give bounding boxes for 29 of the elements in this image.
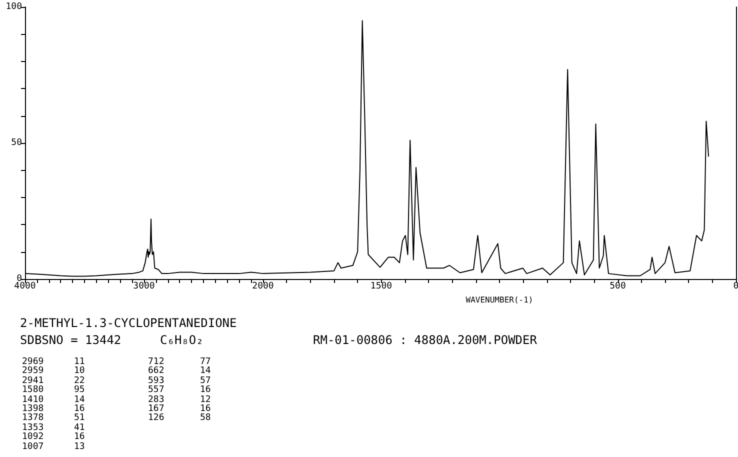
text: 2959 10 [22, 366, 85, 376]
x-tick-label: 3000 [133, 282, 155, 292]
text: 593 57 [148, 376, 211, 386]
text: 1580 95 [22, 385, 85, 396]
x-tick-label: 2000 [252, 282, 274, 292]
text: 2-METHYL-1.3-CYCLOPENTANEDIONE [20, 316, 237, 330]
text: SDBSNO = 13442 [20, 333, 122, 347]
text: 712 77 [148, 357, 211, 367]
x-axis-title: WAVENUMBER(-1) [466, 295, 534, 304]
text: 126 58 [148, 413, 211, 424]
text: 662 14 [148, 366, 211, 376]
text: 167 16 [148, 404, 211, 414]
text: 1007 13 [22, 442, 85, 452]
text: 1092 16 [22, 432, 85, 442]
x-tick-label: 4000 [14, 282, 36, 292]
text: 2969 11 [22, 357, 85, 367]
x-tick-label: 500 [610, 282, 626, 292]
text: C₆H₈O₂ [160, 333, 204, 347]
text: 1398 16 [22, 404, 85, 414]
y-tick-label: 100 [6, 2, 22, 12]
text: 2941 22 [22, 376, 85, 386]
text: RM-01-00806 : 4880A.200M.POWDER [313, 333, 537, 347]
text: 283 12 [148, 394, 211, 405]
text: 1410 14 [22, 394, 85, 405]
text: 557 16 [148, 385, 211, 396]
text: 1378 51 [22, 413, 85, 424]
text: 1353 41 [22, 422, 85, 433]
y-tick-label: 50 [11, 138, 22, 148]
x-tick-label: 1500 [370, 282, 392, 292]
